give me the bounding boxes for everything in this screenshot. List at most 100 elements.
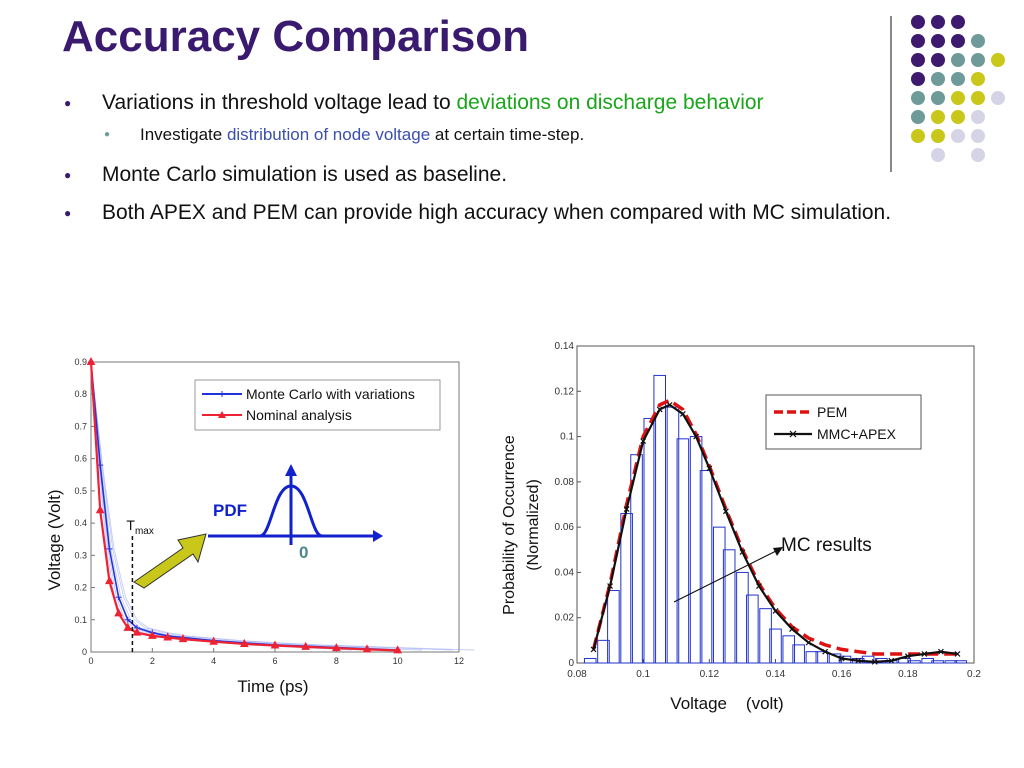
y-tick-label: 0.1 xyxy=(560,432,574,443)
histogram-bar xyxy=(712,526,726,664)
decor-dot xyxy=(991,53,1005,67)
mc-trace-line xyxy=(90,361,453,651)
legend: Monte Carlo with variations Nominal analy… xyxy=(194,379,441,431)
y-tick-label: 0.14 xyxy=(555,341,575,352)
x-axis-label: Voltage (volt) xyxy=(670,694,783,713)
histogram-bar xyxy=(597,639,610,664)
histogram-bar xyxy=(954,660,968,664)
data-point xyxy=(822,648,829,655)
data-point xyxy=(888,657,895,664)
bullet-text: Both APEX and PEM can provide high accur… xyxy=(102,201,892,224)
y-tick-label: 0.08 xyxy=(555,477,575,488)
data-point xyxy=(904,653,911,660)
x-tick-label: 8 xyxy=(334,656,339,666)
data-point xyxy=(666,401,673,408)
legend: PEM MMC+APEX xyxy=(765,394,922,450)
decor-dot xyxy=(911,72,925,86)
data-point xyxy=(789,626,795,632)
data-point xyxy=(123,622,133,631)
histogram-bar xyxy=(782,635,796,664)
histogram-bar xyxy=(769,628,782,664)
data-point xyxy=(954,651,961,657)
data-point xyxy=(623,506,630,512)
histogram-bar xyxy=(908,660,921,664)
decor-dot xyxy=(951,72,965,86)
data-point xyxy=(147,630,157,639)
data-point xyxy=(362,644,372,653)
decor-dot xyxy=(911,15,925,29)
data-point xyxy=(838,655,845,662)
bullet-highlight: deviations on discharge behavior xyxy=(456,91,764,114)
histogram-bar xyxy=(815,651,829,664)
y-tick-label: 0.9 xyxy=(74,357,87,367)
data-point xyxy=(679,411,686,417)
y-tick-label: 0.12 xyxy=(555,386,575,397)
data-point xyxy=(105,576,114,585)
pdf-label: PDF xyxy=(213,501,247,520)
data-point xyxy=(756,583,762,589)
annotation-arrow-line xyxy=(673,550,777,603)
data-point xyxy=(301,641,311,650)
y-tick-label: 0 xyxy=(82,647,87,657)
legend-marker xyxy=(219,391,225,397)
data-point xyxy=(937,648,944,655)
data-point xyxy=(590,646,597,653)
x-tick-label: 10 xyxy=(393,656,403,666)
data-point xyxy=(178,634,188,643)
decor-dot xyxy=(931,34,945,48)
bullet-text: Monte Carlo simulation is used as baseli… xyxy=(102,163,508,186)
y-tick-label: 0.3 xyxy=(74,550,87,560)
x-tick-label: 0.18 xyxy=(898,669,918,680)
y-tick-label: 0.02 xyxy=(555,613,575,624)
bullet-text: Variations in threshold voltage lead to xyxy=(102,91,457,114)
pdf-axis-arrow xyxy=(373,530,383,542)
pdf-curve xyxy=(259,484,323,538)
decor-dot xyxy=(971,91,985,105)
decor-dot xyxy=(971,148,985,162)
data-point xyxy=(871,658,878,665)
histogram-bar xyxy=(653,374,666,664)
data-point xyxy=(106,545,113,552)
y-axis-label: Voltage (Volt) xyxy=(45,489,64,590)
decor-dot xyxy=(971,129,985,143)
histogram-bar xyxy=(736,571,749,664)
histogram-bar xyxy=(861,655,875,664)
decor-dot xyxy=(971,72,985,86)
x-tick-label: 6 xyxy=(272,656,277,666)
y-tick-label: 0.6 xyxy=(74,454,87,464)
series-line xyxy=(592,403,958,663)
decor-dot xyxy=(991,91,1005,105)
distribution-chart: Voltage (volt) Probability of Occurrence… xyxy=(494,335,1004,720)
y-tick-label: 0.04 xyxy=(555,567,575,578)
y-tick-label: 0.7 xyxy=(74,421,87,431)
y-axis-label: Probability of Occurrence xyxy=(501,435,518,615)
legend-marker xyxy=(789,430,797,438)
data-point xyxy=(393,645,403,654)
data-point xyxy=(855,657,862,664)
sub-bullet-item: Investigate distribution of node voltage… xyxy=(62,120,942,150)
histogram-bar xyxy=(759,608,772,664)
x-tick-label: 0.14 xyxy=(766,669,786,680)
mc-trace-line xyxy=(90,361,475,651)
histogram-bar xyxy=(583,657,597,664)
bullet-item-2: Monte Carlo simulation is used as baseli… xyxy=(62,156,942,194)
decor-dot xyxy=(931,15,945,29)
decor-dot xyxy=(931,53,945,67)
data-point xyxy=(86,356,96,365)
y-tick-label: 0.8 xyxy=(74,389,87,399)
histogram-bar xyxy=(746,594,759,664)
decor-dot xyxy=(951,110,965,124)
x-tick-label: 2 xyxy=(150,656,155,666)
data-point xyxy=(921,651,928,657)
annotation-arrowhead xyxy=(773,547,783,556)
data-point xyxy=(607,583,614,589)
histogram-bar xyxy=(676,438,690,664)
decor-dot xyxy=(931,72,945,86)
x-tick-label: 0.12 xyxy=(700,669,720,680)
data-point xyxy=(239,638,249,647)
x-tick-label: 4 xyxy=(211,656,216,666)
data-point xyxy=(270,640,280,649)
decor-dot xyxy=(911,34,925,48)
histogram-bar xyxy=(607,590,620,664)
